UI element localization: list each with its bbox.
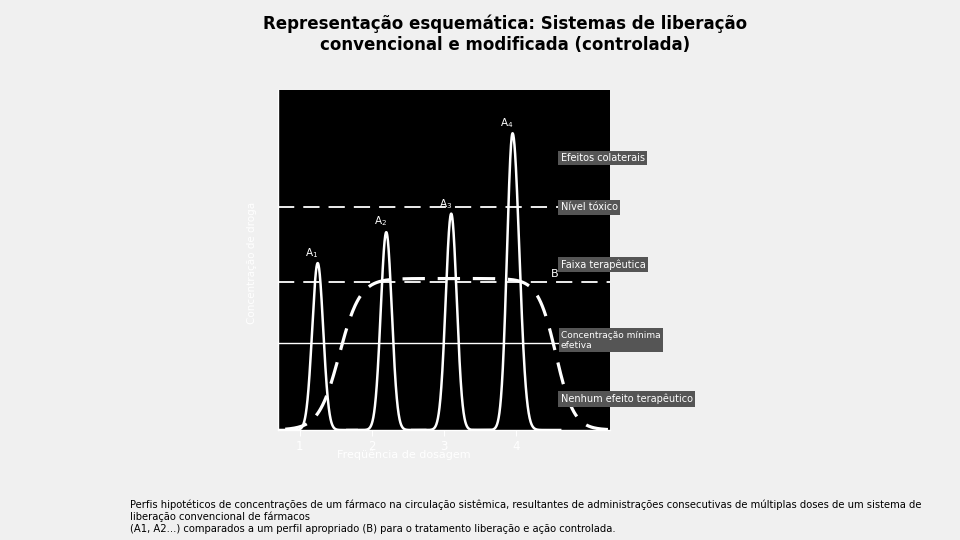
Text: Perfis hipotéticos de concentrações de um fármaco na circulação sistêmica, resul: Perfis hipotéticos de concentrações de u…	[130, 500, 921, 534]
Text: A$_2$: A$_2$	[374, 214, 387, 227]
Text: Representação esquemática: Sistemas de liberação
convencional e modificada (cont: Representação esquemática: Sistemas de l…	[263, 15, 747, 53]
Text: Concentração de droga: Concentração de droga	[247, 201, 257, 323]
Text: A$_4$: A$_4$	[500, 117, 514, 130]
Text: Concentração mínima
efetiva: Concentração mínima efetiva	[561, 330, 660, 350]
Text: A$_3$: A$_3$	[439, 197, 452, 211]
Text: Faixa terapêutica: Faixa terapêutica	[561, 259, 646, 270]
Text: A$_1$: A$_1$	[305, 246, 319, 260]
Text: Nível tóxico: Nível tóxico	[561, 202, 618, 212]
Text: Freqüência de dosagem: Freqüência de dosagem	[337, 450, 471, 460]
Text: Efeitos colaterais: Efeitos colaterais	[561, 153, 645, 163]
Text: Nenhum efeito terapêutico: Nenhum efeito terapêutico	[561, 394, 693, 404]
Text: B: B	[551, 268, 558, 279]
